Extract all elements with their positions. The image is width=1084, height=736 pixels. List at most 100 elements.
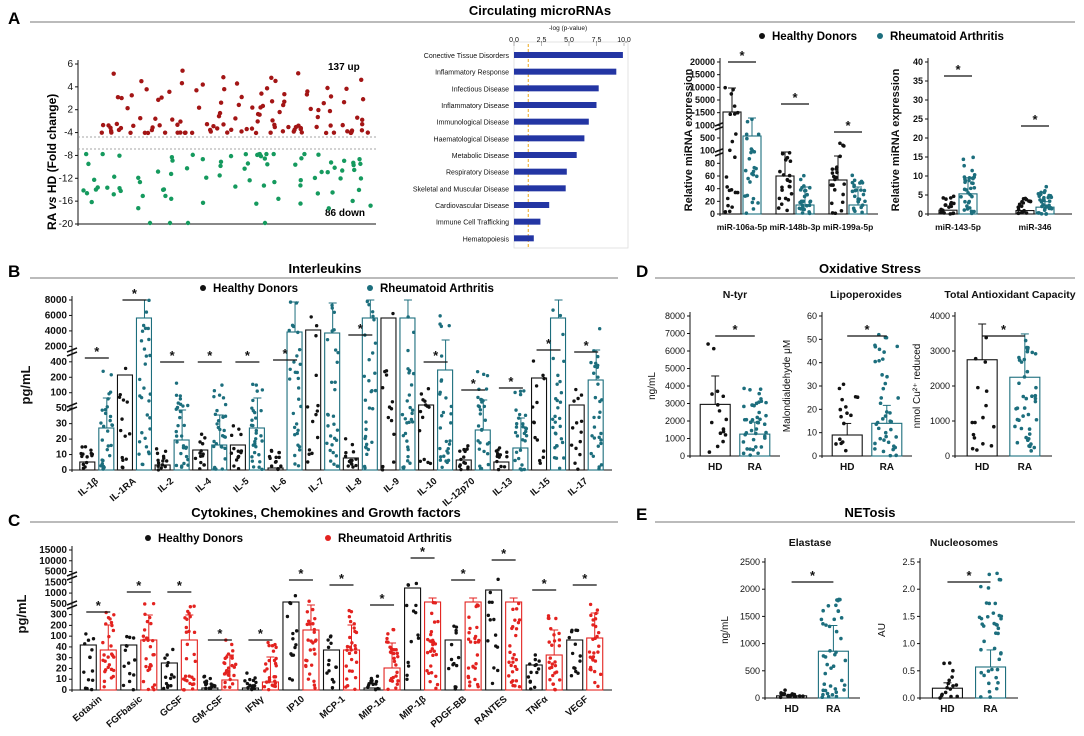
volcano-up-point: [327, 108, 333, 114]
il-category-label: IL-8: [344, 476, 364, 495]
cyt-hd-point: [204, 679, 209, 683]
lipo-ylabel: Malondialdehyde μM: [782, 340, 793, 432]
il-ra-point: [184, 454, 189, 459]
volcano-down-point: [352, 167, 357, 173]
il-ra-point: [551, 356, 555, 361]
elastase-ra-point: [822, 682, 827, 687]
mirna1-hd-point: [831, 183, 835, 187]
il-hd-point: [120, 465, 125, 469]
il-hd-point: [202, 463, 206, 467]
il-ra-point: [370, 310, 375, 314]
cyt-ra-point: [148, 644, 153, 649]
il-ra-point: [139, 395, 144, 400]
volcano-up-point: [229, 127, 234, 132]
volcano-down-point: [160, 187, 166, 192]
volcano-down-point: [136, 175, 141, 181]
cyt-ra-point: [312, 679, 316, 683]
il-ra-point: [401, 433, 406, 438]
tac-ra-point: [1019, 360, 1024, 364]
mirna1-ra-point: [746, 176, 750, 181]
cyt-hd-point: [254, 680, 258, 685]
mirna2-hd-point: [941, 196, 946, 200]
il-ra-point: [513, 458, 517, 463]
cyt-ra-point: [426, 637, 430, 642]
il-ra-point: [140, 431, 144, 435]
cyt-ra-point: [345, 648, 349, 652]
cyt-category-label: RANTES: [473, 694, 510, 728]
tac-hd-point: [981, 441, 985, 446]
mirna1-ra-point: [860, 180, 865, 185]
il-hd-point: [124, 457, 128, 461]
cyt-hd-point: [121, 683, 126, 688]
mirna1-ra-point: [853, 188, 858, 193]
cyt-ra-point: [466, 666, 471, 670]
pathway-category-label: Immune Cell Trafficking: [436, 220, 509, 227]
mirna1-ra-point: [756, 201, 760, 205]
il-ra-point: [220, 467, 224, 471]
cyt-hd-point: [486, 639, 490, 643]
cyt-ra-point: [473, 677, 477, 682]
ntyr-ra-point: [751, 448, 755, 452]
il-hd-point: [499, 464, 503, 469]
il-hd-point: [232, 446, 236, 451]
legend-b-hd-marker: [200, 285, 206, 291]
il-category-label: IL-1RA: [108, 476, 139, 504]
ntyr-ra-point: [754, 401, 759, 406]
mirna2-ra-point: [963, 199, 967, 204]
cyt-ra-point: [547, 640, 551, 644]
cyt-ra-point: [353, 643, 357, 648]
mirna1-hd-point: [728, 112, 733, 117]
panel-c-label: C: [8, 511, 20, 530]
nucleosomes-ylabel: AU: [877, 623, 888, 637]
cyt-ra-point: [230, 663, 234, 668]
il-hd-point: [496, 448, 500, 452]
volcano-down-point: [332, 165, 337, 170]
nucleosomes-ra-point: [987, 572, 992, 577]
mirna1-hd-point: [728, 148, 732, 153]
lipo-ra-point: [877, 347, 882, 352]
il-ra-point: [253, 416, 258, 420]
il-hd-point: [200, 442, 205, 446]
panel-e-label: E: [636, 505, 647, 524]
il-ra-point: [438, 314, 442, 318]
lipo-ra-point: [896, 396, 900, 400]
il-ra-point: [411, 371, 416, 376]
cyt-hd-point: [163, 656, 167, 660]
volcano-up-point: [277, 109, 282, 115]
cyt-ra-point: [515, 667, 519, 672]
nucleosomes-y-tick-label: 0.5: [902, 666, 915, 676]
il-ra-point: [219, 444, 224, 449]
cyt-ra-point: [265, 667, 269, 671]
cyt-hd-point: [251, 684, 255, 688]
il-ra-point: [175, 405, 180, 410]
cyt-sig-star: *: [258, 626, 264, 641]
il-hd-point: [533, 435, 537, 440]
volcano-down-point: [298, 178, 303, 183]
il-ra-point: [371, 314, 375, 318]
ntyr-ra-point: [764, 413, 768, 418]
volcano-down-point: [111, 192, 116, 197]
volcano-y-tick-label: -4: [64, 128, 73, 139]
elastase-ra-point: [836, 609, 841, 613]
tac-hd-bar: [966, 359, 998, 457]
volcano-down-point: [298, 201, 303, 206]
cyt-ra-point: [514, 658, 519, 662]
il-ra-point: [484, 387, 489, 391]
il-hd-bar: [380, 317, 397, 471]
il-hd-point: [307, 452, 311, 456]
cyt-hd-point: [447, 666, 451, 671]
mirna2-hd-point: [939, 210, 944, 215]
il-hd-point: [427, 405, 431, 409]
nucleosomes-hd-point: [951, 684, 955, 688]
il-hd-point: [156, 461, 161, 465]
cyt-ra-point: [223, 680, 227, 685]
il-hd-point: [459, 467, 463, 472]
mirna1-ra-bar: [848, 204, 868, 215]
il-ra-point: [215, 422, 219, 426]
il-hd-point: [229, 433, 234, 438]
mirna1-ra-point: [797, 206, 802, 211]
cyt-ra-point: [102, 685, 106, 689]
il-ra-point: [558, 379, 562, 384]
il-hd-point: [198, 467, 202, 471]
il-ra-point: [364, 445, 368, 449]
